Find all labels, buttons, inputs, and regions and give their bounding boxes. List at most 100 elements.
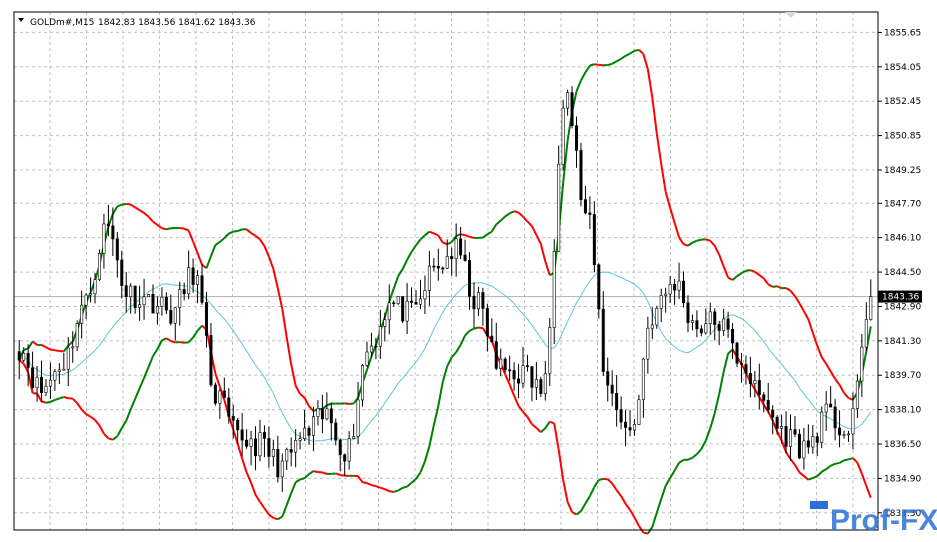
upper-band-segment	[490, 223, 498, 233]
candle-body	[650, 324, 654, 329]
upper-band-segment	[147, 215, 154, 223]
candle-body	[525, 365, 529, 367]
shift-marker-icon[interactable]	[785, 12, 797, 18]
lower-band-segment	[803, 475, 809, 481]
candle	[472, 282, 476, 328]
lower-band-segment	[232, 429, 239, 445]
candle-body	[57, 369, 61, 372]
candle-body	[659, 295, 663, 309]
candle-body	[780, 426, 784, 429]
lower-band-segment	[147, 355, 154, 368]
candle	[450, 247, 454, 276]
candle	[369, 332, 373, 358]
lower-band-segment	[780, 440, 787, 453]
candle-body	[610, 384, 614, 394]
upper-band-segment	[696, 238, 702, 242]
candle-body	[762, 394, 766, 401]
candle	[655, 305, 659, 329]
candle-body	[204, 302, 208, 336]
candle	[334, 418, 338, 446]
upper-band-segment	[678, 236, 685, 245]
lower-band-segment	[624, 503, 631, 511]
candle	[673, 278, 677, 305]
upper-band-segment	[651, 97, 658, 134]
candle-body	[606, 371, 610, 386]
candle	[619, 396, 623, 430]
lower-band-segment	[513, 395, 520, 407]
candle	[838, 410, 842, 448]
lower-band-segment	[250, 482, 257, 496]
candle-body	[503, 358, 507, 371]
candle	[583, 185, 587, 215]
candle-body	[543, 373, 547, 395]
candle	[597, 263, 601, 319]
candle-body	[846, 433, 850, 436]
candle	[713, 308, 717, 341]
lower-band-segment	[830, 462, 836, 467]
lower-band-segment	[277, 515, 283, 521]
candle	[401, 296, 405, 324]
lower-band-segment	[629, 509, 636, 519]
candle-body	[378, 326, 382, 347]
candle-body	[262, 432, 266, 439]
lower-band-segment	[428, 424, 435, 447]
lower-band-segment	[643, 531, 649, 535]
lower-band-segment	[856, 462, 863, 475]
upper-band-segment	[455, 233, 461, 237]
candle	[311, 407, 315, 452]
candle	[481, 287, 485, 326]
lower-band-segment	[371, 484, 377, 488]
candle	[138, 285, 142, 321]
upper-band-segment	[741, 269, 747, 275]
candle	[664, 287, 668, 313]
lower-band-segment	[767, 411, 774, 422]
candle-body	[775, 416, 779, 429]
candle	[62, 352, 66, 371]
upper-band-segment	[736, 272, 743, 277]
candle-body	[512, 370, 516, 380]
candle	[646, 316, 650, 374]
candle-body	[655, 308, 659, 326]
lower-band-segment	[406, 481, 413, 488]
candle	[731, 323, 735, 360]
candle	[624, 409, 628, 447]
lower-band-segment	[156, 339, 163, 350]
candle-body	[784, 426, 788, 447]
candle-body	[459, 238, 463, 256]
candle	[748, 356, 752, 398]
candle	[414, 290, 418, 305]
candle-body	[423, 290, 427, 300]
candle-body	[151, 294, 155, 314]
candle	[802, 427, 806, 470]
upper-band-segment	[535, 234, 542, 245]
candle	[525, 354, 529, 372]
candle-body	[93, 279, 97, 295]
upper-band-segment	[820, 356, 828, 365]
candle-body	[619, 409, 623, 423]
lower-band-segment	[227, 415, 235, 430]
candle-body	[476, 292, 480, 310]
candle	[427, 250, 431, 306]
menu-triangle-icon[interactable]	[18, 18, 24, 22]
candle	[610, 370, 614, 407]
candle	[147, 294, 151, 298]
candle-body	[588, 212, 592, 215]
candle	[789, 414, 793, 462]
upper-band-segment	[776, 285, 783, 290]
candle	[361, 364, 365, 407]
upper-band-segment	[23, 347, 29, 351]
candle-body	[726, 318, 730, 330]
candle-body	[222, 390, 226, 399]
lower-band-segment	[357, 475, 364, 483]
lower-band-segment	[59, 396, 65, 400]
lower-band-segment	[843, 458, 849, 462]
candle	[543, 360, 547, 401]
candle-body	[124, 285, 128, 297]
candle	[187, 250, 191, 300]
candle-body	[583, 199, 587, 214]
upper-band-segment	[388, 288, 395, 303]
candle-body	[557, 163, 561, 252]
lower-band-segment	[758, 396, 765, 406]
candle	[717, 320, 721, 346]
